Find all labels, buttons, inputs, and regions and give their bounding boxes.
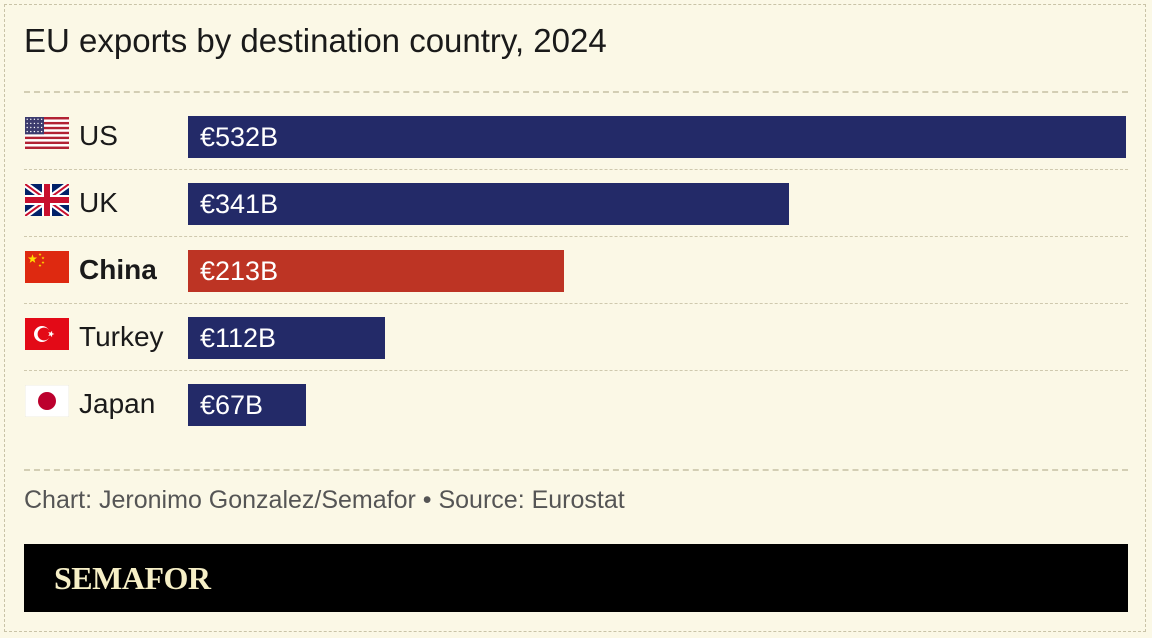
bar-turkey bbox=[188, 317, 385, 359]
bar-value-label: €112B bbox=[200, 323, 277, 353]
bar-japan bbox=[188, 384, 306, 426]
bar-value-label: €532B bbox=[200, 122, 279, 152]
bar-value-label: €341B bbox=[200, 189, 279, 219]
bar-us bbox=[188, 116, 1126, 158]
bar-row-japan: Japan €67B bbox=[24, 382, 1128, 426]
china-flag-icon bbox=[25, 251, 69, 283]
us-flag-icon bbox=[25, 117, 69, 150]
brand-footer: SEMAFOR bbox=[24, 544, 1128, 612]
category-label: US bbox=[79, 120, 118, 151]
category-label: UK bbox=[79, 187, 118, 218]
bar-value-label: €67B bbox=[200, 390, 264, 420]
category-label: China bbox=[79, 254, 157, 285]
bar-row-turkey: Turkey €112B bbox=[24, 315, 1128, 359]
turkey-flag-icon bbox=[25, 318, 69, 350]
chart-title: EU exports by destination country, 2024 bbox=[24, 22, 607, 59]
row-separator bbox=[24, 303, 1128, 304]
bar-value-label: €213B bbox=[200, 256, 279, 286]
uk-flag-icon bbox=[23, 181, 71, 219]
bar-row-uk: UK €341B bbox=[23, 181, 1128, 225]
chart-credit: Chart: Jeronimo Gonzalez/Semafor • Sourc… bbox=[24, 486, 625, 514]
bar-china bbox=[188, 250, 564, 292]
semafor-logo: SEMAFOR bbox=[54, 560, 211, 596]
bottom-divider bbox=[24, 469, 1128, 471]
category-label: Japan bbox=[79, 388, 156, 419]
chart-frame bbox=[4, 4, 1146, 632]
bar-row-china: China €213B bbox=[24, 248, 1128, 292]
bar-uk bbox=[188, 183, 789, 225]
row-separator bbox=[24, 236, 1128, 237]
japan-flag-icon bbox=[24, 384, 70, 418]
bar-row-us: US €532B bbox=[24, 114, 1128, 158]
row-separator bbox=[24, 169, 1128, 170]
top-divider bbox=[24, 91, 1128, 93]
category-label: Turkey bbox=[79, 321, 164, 352]
row-separator bbox=[24, 370, 1128, 371]
